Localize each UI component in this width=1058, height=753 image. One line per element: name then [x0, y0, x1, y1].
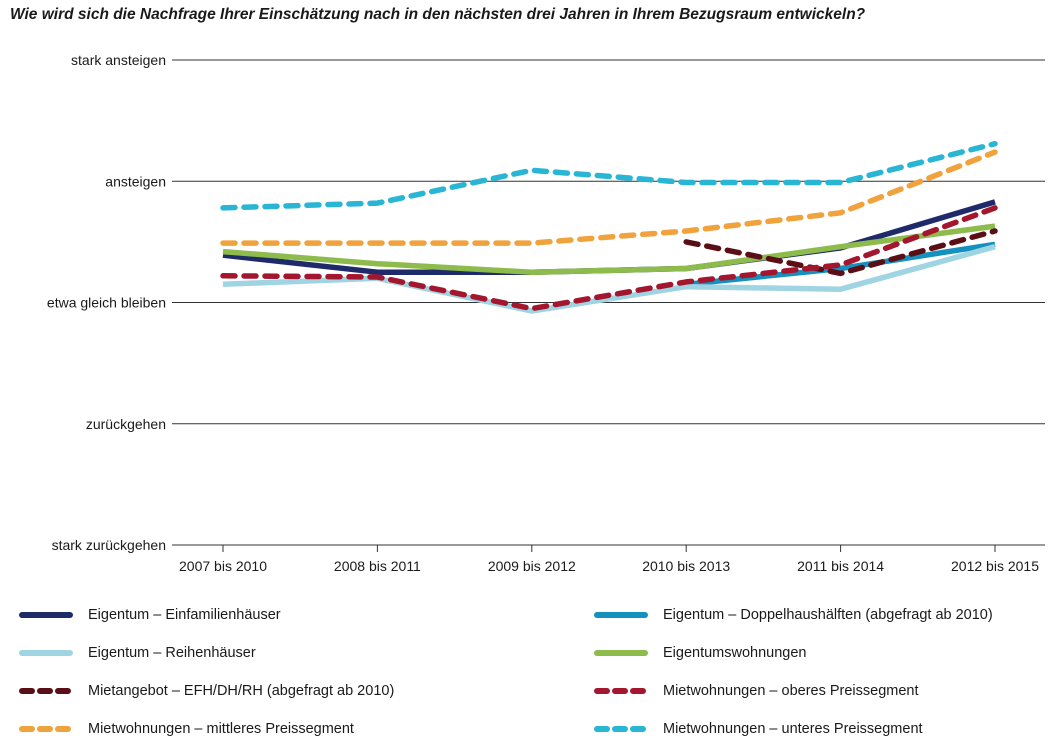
- legend-label: Eigentum – Reihenhäuser: [88, 645, 256, 661]
- legend-item: Mietangebot – EFH/DH/RH (abgefragt ab 20…: [18, 679, 394, 703]
- series-line: [220, 149, 998, 246]
- y-tick-label: ansteigen: [105, 173, 166, 189]
- legend-item: Mietwohnungen – mittleres Preissegment: [18, 717, 354, 741]
- legend-swatch: [594, 650, 648, 656]
- legend-label: Mietwohnungen – unteres Preissegment: [663, 721, 923, 737]
- y-tick-label: etwa gleich bleiben: [47, 295, 166, 311]
- series-line: [685, 241, 996, 288]
- legend-item: Eigentum – Doppelhaushälften (abgefragt …: [593, 603, 993, 627]
- x-tick-label: 2011 bis 2014: [797, 558, 884, 574]
- legend-label: Mietwohnungen – oberes Preissegment: [663, 683, 919, 699]
- series-line: [220, 205, 998, 312]
- legend-label: Mietwohnungen – mittleres Preissegment: [88, 721, 354, 737]
- series-line: [222, 223, 996, 275]
- legend-label: Eigentumswohnungen: [663, 645, 807, 661]
- x-tick-label: 2009 bis 2012: [488, 558, 576, 574]
- x-tick-label: 2008 bis 2011: [334, 558, 421, 574]
- legend-label: Eigentum – Doppelhaushälften (abgefragt …: [663, 607, 993, 623]
- legend: Eigentum – Einfamilienhäuser Eigentum – D…: [0, 600, 1058, 750]
- x-tick-label: 2012 bis 2015: [951, 558, 1039, 574]
- legend-swatch: [19, 688, 73, 694]
- legend-swatch: [19, 612, 73, 618]
- legend-swatch: [19, 650, 73, 656]
- legend-item: Mietwohnungen – unteres Preissegment: [593, 717, 923, 741]
- y-tick-label: zurückgehen: [86, 416, 166, 432]
- legend-swatch: [19, 726, 73, 732]
- legend-item: Eigentumswohnungen: [593, 641, 807, 665]
- x-tick-label: 2007 bis 2010: [179, 558, 267, 574]
- legend-swatch: [594, 612, 648, 618]
- y-tick-label: stark ansteigen: [71, 52, 166, 68]
- series-line: [220, 140, 998, 211]
- legend-item: Eigentum – Reihenhäuser: [18, 641, 256, 665]
- x-tick-label: 2010 bis 2013: [642, 558, 730, 574]
- grid-lines: [172, 59, 1045, 546]
- y-tick-label: stark zurückgehen: [52, 537, 166, 553]
- chart-title: Wie wird sich die Nachfrage Ihrer Einsch…: [10, 6, 866, 23]
- x-axis: 2007 bis 2010 2008 bis 2011 2009 bis 2012 2…: [179, 545, 1039, 574]
- legend-label: Mietangebot – EFH/DH/RH (abgefragt ab 20…: [88, 683, 395, 699]
- legend-item: Mietwohnungen – oberes Preissegment: [593, 679, 919, 703]
- legend-swatch: [594, 688, 648, 694]
- series-lines: [220, 140, 998, 314]
- legend-swatch: [594, 726, 648, 732]
- y-axis-labels: stark zurückgehen zurückgehen etwa gleich …: [47, 52, 166, 553]
- legend-label: Eigentum – Einfamilienhäuser: [88, 607, 281, 623]
- legend-item: Eigentum – Einfamilienhäuser: [18, 603, 281, 627]
- line-chart: stark zurückgehen zurückgehen etwa gleich …: [47, 52, 1045, 574]
- series-line: [683, 228, 998, 277]
